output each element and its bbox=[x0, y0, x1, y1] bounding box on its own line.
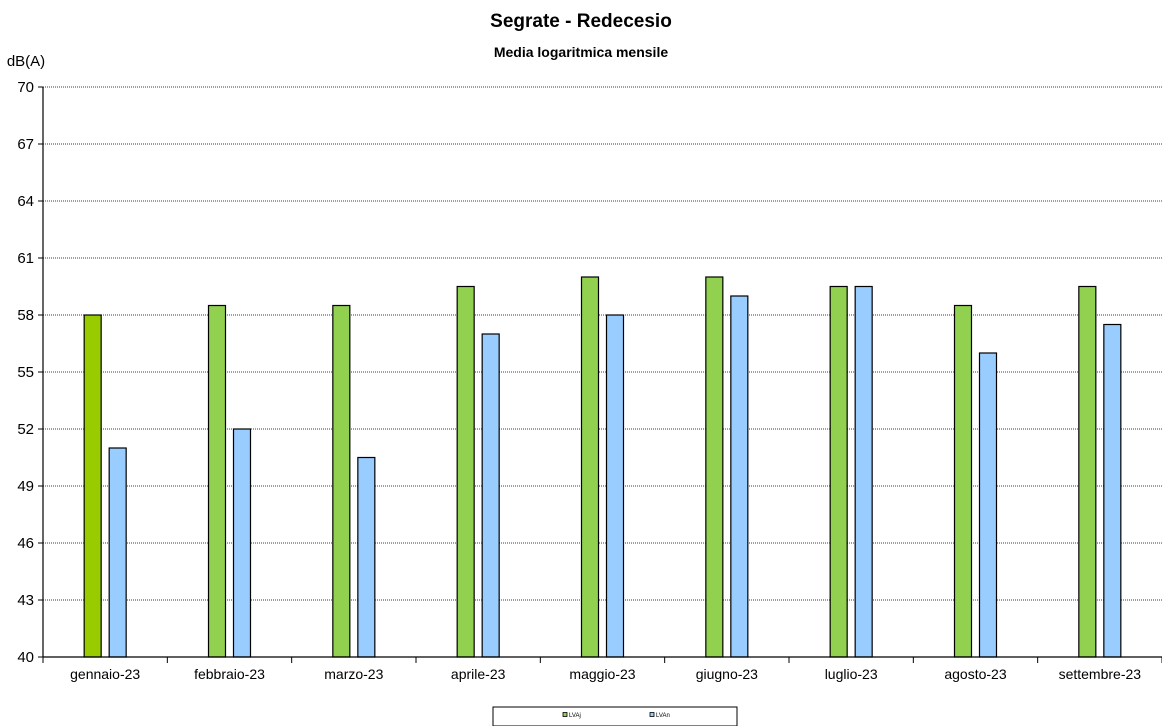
bar-lvan-settembre-23 bbox=[1103, 323, 1122, 658]
y-tick-labels: 40 43 46 49 52 55 58 61 64 67 70 bbox=[17, 79, 43, 666]
legend-swatch-lvan bbox=[649, 712, 655, 717]
x-tick-label: agosto-23 bbox=[944, 666, 1006, 682]
x-tick-label: marzo-23 bbox=[324, 666, 383, 682]
legend-label-lvaj: LVAj bbox=[569, 713, 581, 719]
legend: LVAj LVAn bbox=[492, 706, 738, 726]
y-tick-label: 43 bbox=[17, 592, 34, 609]
y-tick-label: 40 bbox=[17, 649, 34, 666]
bar-lvan-gennaio-23 bbox=[108, 447, 127, 658]
bar-lvaj-giugno-23 bbox=[705, 276, 724, 658]
bar-lvaj-marzo-23 bbox=[332, 304, 351, 658]
x-tick-label: luglio-23 bbox=[825, 666, 878, 682]
y-tick-label: 70 bbox=[17, 79, 34, 96]
bar-lvan-marzo-23 bbox=[357, 456, 376, 658]
x-tick-label: maggio-23 bbox=[569, 666, 635, 682]
legend-swatch-lvaj bbox=[562, 712, 568, 717]
bar-lvan-maggio-23 bbox=[605, 314, 625, 658]
x-tick-label: gennaio-23 bbox=[70, 666, 140, 682]
bars bbox=[83, 276, 1122, 658]
bar-lvan-giugno-23 bbox=[730, 295, 749, 658]
x-tick-label: giugno-23 bbox=[696, 666, 758, 682]
x-tick-labels: gennaio-23 febbraio-23 marzo-23 aprile-23 ma… bbox=[42, 657, 1162, 682]
bar-lvan-febbraio-23 bbox=[232, 428, 252, 658]
bar-lvaj-maggio-23 bbox=[580, 276, 600, 658]
x-tick-label: aprile-23 bbox=[451, 666, 506, 682]
y-tick-label: 49 bbox=[17, 478, 34, 495]
x-tick-label: febbraio-23 bbox=[194, 666, 265, 682]
y-tick-label: 67 bbox=[17, 136, 34, 153]
bar-lvan-aprile-23 bbox=[481, 333, 500, 658]
y-tick-label: 64 bbox=[17, 193, 34, 210]
y-axis-label: dB(A) bbox=[7, 53, 45, 70]
bar-lvan-luglio-23 bbox=[854, 285, 873, 658]
bar-lvaj-gennaio-23 bbox=[83, 314, 102, 658]
legend-label-lvan: LVAn bbox=[656, 713, 670, 719]
bar-lvan-agosto-23 bbox=[978, 352, 998, 658]
bar-lvaj-febbraio-23 bbox=[207, 304, 227, 658]
y-tick-label: 58 bbox=[17, 307, 34, 324]
y-tick-label: 52 bbox=[17, 421, 34, 438]
x-tick-label: settembre-23 bbox=[1059, 666, 1142, 682]
bar-lvaj-settembre-23 bbox=[1078, 285, 1097, 658]
y-tick-label: 46 bbox=[17, 535, 34, 552]
legend-box bbox=[492, 706, 738, 726]
bar-lvaj-aprile-23 bbox=[456, 285, 475, 658]
chart-subtitle: Media logaritmica mensile bbox=[494, 44, 668, 60]
bar-lvaj-agosto-23 bbox=[953, 304, 973, 658]
chart-title: Segrate - Redecesio bbox=[490, 11, 672, 32]
y-tick-label: 55 bbox=[17, 364, 34, 381]
grid-lines bbox=[43, 86, 1162, 601]
bar-lvaj-luglio-23 bbox=[829, 285, 848, 658]
y-tick-label: 61 bbox=[17, 250, 34, 267]
